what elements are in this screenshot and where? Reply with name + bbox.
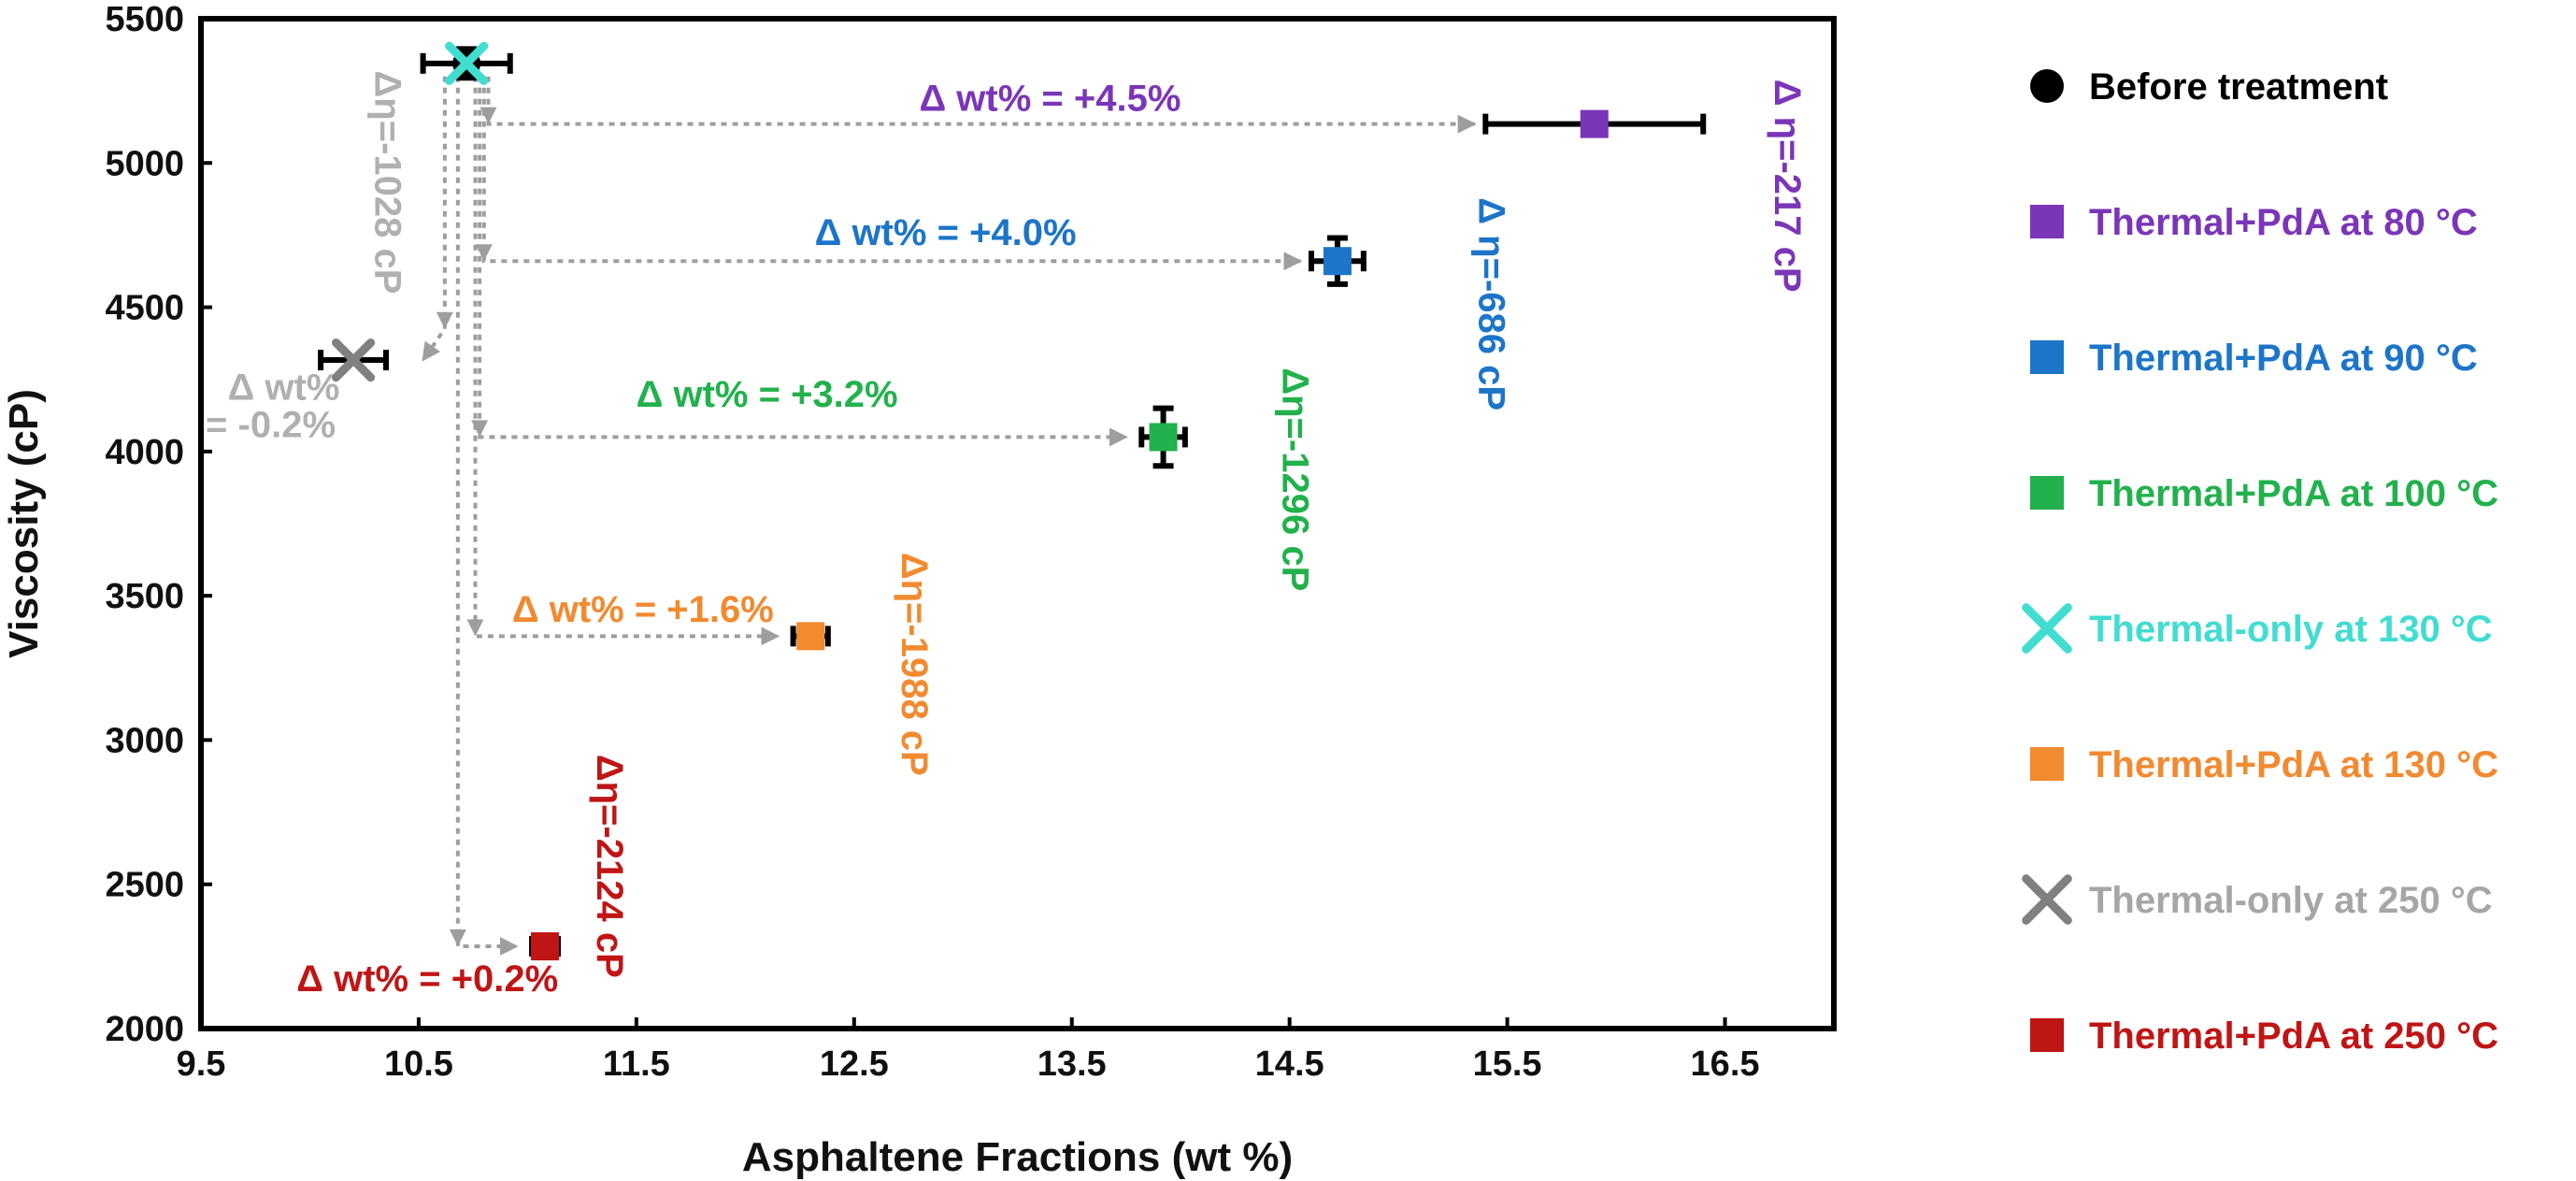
data-point: [531, 932, 560, 961]
annotation-label: Δ wt% = +4.0%: [815, 212, 1077, 253]
arrow-corner-head: [436, 311, 453, 329]
y-tick-label: 3000: [105, 721, 184, 760]
dotted-arrow: [478, 76, 1128, 447]
legend-marker: [2022, 874, 2072, 925]
plot-frame: [198, 16, 1837, 1031]
data-point: [331, 338, 376, 382]
points-layer: [331, 41, 1609, 961]
legend-label: Thermal-only at 130 °C: [2089, 609, 2493, 650]
y-tick-label: 5000: [105, 144, 184, 183]
y-axis-title: Viscosity (cP): [1, 389, 47, 658]
annotation-label: Δ η=-686 cP: [1470, 197, 1511, 410]
dotted-arrow: [421, 76, 447, 362]
dotted-arrow: [455, 76, 519, 957]
y-tick-label: 3500: [105, 577, 184, 616]
legend-marker: [2030, 747, 2064, 781]
errorbars-layer: [318, 46, 1707, 958]
x-tick-label: 15.5: [1473, 1044, 1542, 1084]
x-tick-label: 11.5: [603, 1044, 670, 1084]
data-point: [1580, 109, 1609, 138]
annotation-label: Δη=-1296 cP: [1275, 367, 1316, 591]
annotations-layer: Δ wt% = +4.5% Δ η=-217 cP Δ wt% = +4.0% Δ η…: [206, 71, 1808, 1000]
dotted-arrow: [481, 76, 1303, 271]
annotation-label: Δη=-2124 cP: [589, 755, 630, 978]
annotation-label: Δ wt%: [228, 367, 340, 408]
data-point: [796, 622, 825, 651]
axes-layer: 9.5 10.5 11.5 12.5 13.5 14.5 15.5 16.5 2000 2500 3…: [1, 0, 1837, 1180]
legend-marker: [2030, 340, 2064, 374]
x-tick-label: 14.5: [1255, 1044, 1324, 1084]
legend-marker: [2030, 205, 2064, 238]
legend: Before treatment Thermal+PdA at 80 °C Ther…: [2022, 66, 2498, 1057]
annotation-label: Δη=-1028 cP: [366, 71, 408, 295]
x-tick-label: 10.5: [384, 1044, 453, 1084]
data-point: [445, 41, 489, 85]
annotation-label: = -0.2%: [206, 404, 336, 445]
annotation-label: Δ η=-217 cP: [1767, 79, 1808, 293]
legend-marker: [2030, 1018, 2064, 1052]
x-tick-label: 16.5: [1691, 1044, 1760, 1084]
y-tick-label: 2500: [105, 866, 184, 905]
arrow-corner-head: [466, 619, 484, 637]
annotation-label: Δ wt% = +3.2%: [637, 374, 898, 415]
dotted-arrow: [473, 76, 780, 646]
legend-label: Thermal+PdA at 130 °C: [2089, 744, 2498, 785]
data-point: [1323, 247, 1352, 276]
y-tick-label: 4000: [105, 433, 184, 472]
arrows-layer: [421, 76, 1477, 957]
legend-label: Thermal+PdA at 90 °C: [2089, 338, 2478, 379]
y-tick-label: 2000: [105, 1010, 184, 1049]
arrow-corner-head: [449, 929, 466, 947]
annotation-label: Δ wt% = +0.2%: [296, 958, 558, 1000]
legend-label: Thermal+PdA at 80 °C: [2089, 202, 2478, 243]
legend-label: Before treatment: [2089, 66, 2388, 108]
x-tick-label: 9.5: [177, 1044, 226, 1084]
legend-marker: [2022, 603, 2072, 654]
x-tick-label: 13.5: [1038, 1044, 1107, 1084]
annotation-label: Δη=-1988 cP: [894, 553, 935, 776]
x-tick-label: 12.5: [820, 1044, 889, 1084]
annotation-label: Δ wt% = +1.6%: [512, 589, 774, 630]
legend-label: Thermal-only at 250 °C: [2089, 880, 2493, 921]
legend-label: Thermal+PdA at 100 °C: [2089, 473, 2498, 514]
legend-label: Thermal+PdA at 250 °C: [2089, 1015, 2498, 1057]
x-axis-title: Asphaltene Fractions (wt %): [742, 1134, 1293, 1180]
y-tick-label: 5500: [105, 0, 184, 39]
annotation-label: Δ wt% = +4.5%: [919, 79, 1181, 120]
y-tick-label: 4500: [105, 289, 184, 328]
legend-marker: [2030, 69, 2064, 103]
data-point: [1149, 423, 1178, 452]
legend-marker: [2030, 476, 2064, 510]
dotted-arrow: [486, 76, 1477, 134]
